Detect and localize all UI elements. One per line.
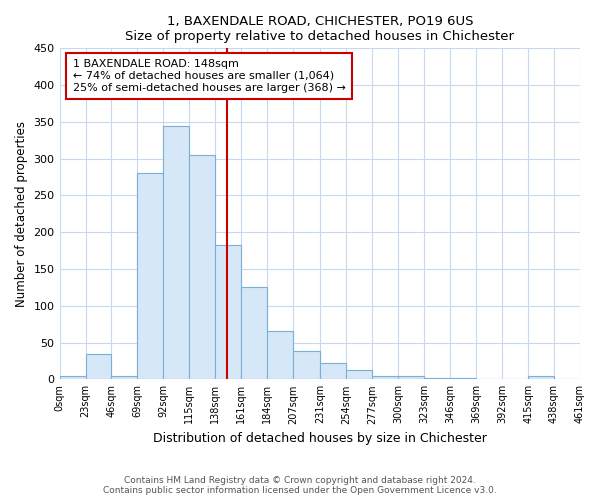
Bar — [424, 378, 450, 380]
Bar — [59, 376, 86, 380]
Bar — [163, 126, 190, 380]
Text: 1 BAXENDALE ROAD: 148sqm
← 74% of detached houses are smaller (1,064)
25% of sem: 1 BAXENDALE ROAD: 148sqm ← 74% of detach… — [73, 60, 346, 92]
Bar — [112, 376, 137, 380]
Bar — [267, 332, 293, 380]
X-axis label: Distribution of detached houses by size in Chichester: Distribution of detached houses by size … — [153, 432, 487, 445]
Y-axis label: Number of detached properties: Number of detached properties — [15, 121, 28, 307]
Bar — [215, 244, 241, 380]
Bar — [86, 354, 112, 380]
Bar — [293, 352, 320, 380]
Bar — [528, 376, 554, 380]
Bar — [372, 376, 398, 380]
Bar — [450, 378, 476, 380]
Bar — [320, 363, 346, 380]
Bar — [137, 174, 163, 380]
Bar — [241, 288, 267, 380]
Bar — [346, 370, 372, 380]
Text: Contains HM Land Registry data © Crown copyright and database right 2024.
Contai: Contains HM Land Registry data © Crown c… — [103, 476, 497, 495]
Title: 1, BAXENDALE ROAD, CHICHESTER, PO19 6US
Size of property relative to detached ho: 1, BAXENDALE ROAD, CHICHESTER, PO19 6US … — [125, 15, 514, 43]
Bar — [398, 376, 424, 380]
Bar — [190, 155, 215, 380]
Bar — [476, 378, 502, 380]
